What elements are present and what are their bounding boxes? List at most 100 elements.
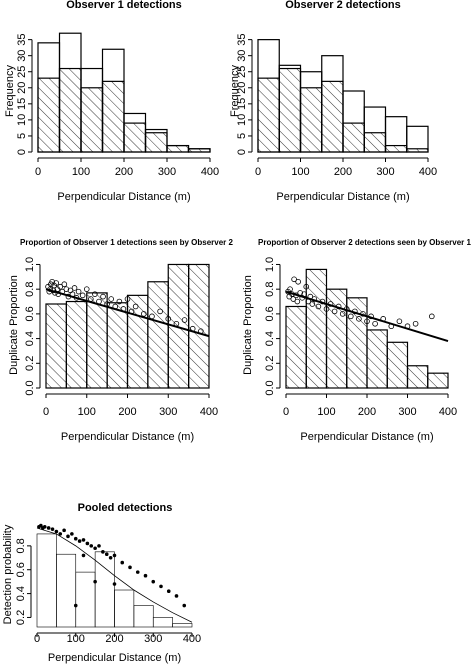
- y-tick-label: 30: [236, 50, 248, 62]
- x-axis-label: Perpendicular Distance (m): [57, 191, 190, 203]
- bar: [36, 533, 57, 628]
- bar: [114, 589, 135, 628]
- x-tick-label: 300: [158, 166, 176, 178]
- y-tick-label: 1.0: [24, 257, 36, 272]
- point: [159, 584, 163, 589]
- point: [62, 528, 66, 533]
- hatched-bar: [166, 144, 190, 153]
- x-tick-label: 300: [398, 406, 416, 418]
- x-tick-label: 0: [255, 166, 261, 178]
- point: [85, 541, 90, 546]
- hatched-bar: [58, 67, 82, 153]
- y-tick-label: 0.6: [24, 306, 36, 321]
- hatched-bar: [86, 292, 108, 389]
- point: [57, 283, 64, 290]
- point: [124, 296, 131, 302]
- point: [132, 303, 139, 310]
- point: [79, 292, 86, 299]
- bar: [75, 571, 96, 628]
- hatched-bar: [123, 122, 147, 153]
- y-tick-label: 35: [236, 34, 248, 46]
- chart-title: Proportion of Observer 2 detections seen…: [258, 238, 472, 247]
- point: [73, 603, 78, 608]
- point: [89, 544, 94, 548]
- x-tick-label: 100: [72, 166, 90, 178]
- hatched-bar: [45, 303, 67, 389]
- point: [104, 552, 109, 557]
- point: [339, 311, 346, 317]
- point: [70, 532, 74, 536]
- hatched-bar: [147, 281, 169, 389]
- hatched-bar: [285, 305, 307, 389]
- hatched-bar: [188, 263, 210, 389]
- y-tick-label: 20: [236, 82, 248, 94]
- point: [315, 303, 322, 310]
- point: [63, 286, 70, 292]
- y-tick-label: 10: [16, 114, 28, 126]
- chart-title: Observer 1 detections: [66, 0, 182, 11]
- point: [356, 316, 362, 322]
- x-tick-label: 200: [105, 633, 123, 645]
- x-tick-label: 0: [43, 406, 49, 418]
- y-axis-label: Detection probability: [2, 524, 14, 624]
- x-axis-label: Perpendicular Distance (m): [300, 431, 433, 443]
- y-tick-label: 0.0: [264, 380, 276, 395]
- x-tick-label: 100: [317, 406, 335, 418]
- hatched-bar: [299, 87, 323, 153]
- y-axis-label: Duplicate Proportion: [242, 275, 254, 375]
- x-tick-label: 200: [118, 406, 136, 418]
- point: [166, 589, 171, 594]
- y-tick-label: 0.0: [24, 380, 36, 395]
- fitted-line: [45, 288, 210, 338]
- x-tick-label: 0: [35, 166, 41, 178]
- y-tick-label: 35: [16, 34, 28, 46]
- point: [61, 281, 68, 288]
- hatched-bar: [363, 132, 387, 153]
- x-tick-label: 400: [419, 166, 437, 178]
- fitted-line: [36, 527, 193, 623]
- point: [58, 532, 63, 536]
- point: [71, 285, 78, 291]
- point: [290, 296, 297, 302]
- point: [101, 550, 105, 554]
- chart-title: Observer 2 detections: [285, 0, 401, 11]
- hatched-bar: [278, 67, 302, 153]
- y-tick-label: 0.2: [24, 356, 36, 371]
- point: [73, 536, 78, 541]
- point: [412, 320, 419, 327]
- point: [135, 570, 140, 574]
- point: [97, 544, 101, 548]
- bar: [56, 553, 77, 628]
- point: [112, 582, 117, 586]
- hatched-bar: [384, 144, 408, 153]
- point: [77, 539, 82, 543]
- x-tick-label: 100: [67, 633, 85, 645]
- y-tick-label: 30: [16, 50, 28, 62]
- x-axis-label: Perpendicular Distance (m): [61, 431, 194, 443]
- bar: [172, 623, 193, 628]
- point: [54, 529, 59, 534]
- point: [46, 526, 51, 530]
- y-tick-label: 0: [16, 149, 28, 155]
- point: [287, 286, 293, 292]
- point: [53, 280, 59, 286]
- hatched-bar: [305, 268, 328, 389]
- y-tick-label: 15: [16, 98, 28, 110]
- x-tick-label: 300: [159, 406, 177, 418]
- bar: [406, 125, 429, 153]
- point: [372, 320, 378, 327]
- hatched-bar: [427, 372, 449, 389]
- x-tick-label: 400: [439, 406, 457, 418]
- x-tick-label: 400: [201, 166, 219, 178]
- x-tick-label: 200: [358, 406, 376, 418]
- y-tick-label: 0.4: [24, 331, 36, 346]
- hatched-bar: [65, 300, 88, 389]
- bar: [94, 551, 115, 628]
- y-axis-label: Frequency: [229, 65, 241, 117]
- hatched-bar: [80, 87, 104, 153]
- point: [303, 283, 310, 290]
- hatched-bar: [187, 148, 211, 153]
- point: [331, 308, 338, 315]
- hatched-bar: [386, 341, 409, 389]
- y-tick-label: 0.2: [15, 610, 27, 625]
